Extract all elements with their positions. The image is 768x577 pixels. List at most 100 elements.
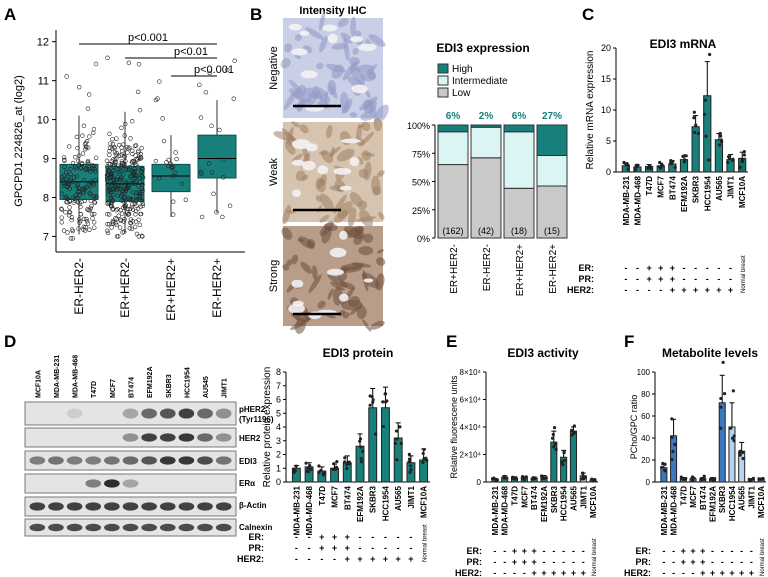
panel-f-status-sign: - <box>682 568 685 577</box>
data-point <box>211 191 216 197</box>
panel-letter-f: F <box>624 332 634 351</box>
lumen <box>327 33 338 44</box>
data-point <box>136 184 141 189</box>
panel-c-x-tick-label: MDA-MB-231 <box>622 175 631 225</box>
panel-c-status-sign: - <box>694 263 697 273</box>
data-point <box>135 206 141 211</box>
blot-band <box>215 456 232 465</box>
blot-band <box>141 502 157 511</box>
panel-e-status-label: PR: <box>467 557 483 567</box>
tissue-blob <box>286 259 292 267</box>
replicate-point <box>395 458 399 462</box>
panel-f-y-axis-label: PCho/GPC ratio <box>629 395 639 460</box>
panel-d-status-label: ER: <box>249 532 265 542</box>
tissue-blob <box>321 226 332 244</box>
panel-e-status-sign: + <box>512 546 517 556</box>
replicate-point <box>692 116 696 120</box>
panel-f-status-sign: + <box>681 557 686 567</box>
tissue-blob <box>363 233 374 243</box>
blot-band <box>159 456 176 465</box>
panel-c-status-sign: + <box>646 274 651 284</box>
replicate-point <box>395 437 399 441</box>
panel-d-status-label: HER2: <box>237 554 264 564</box>
replicate-point <box>731 389 735 393</box>
data-point <box>132 181 138 186</box>
tissue-blob <box>354 226 364 234</box>
data-point <box>119 159 125 164</box>
panel-f-status-sign: - <box>750 557 753 567</box>
data-point <box>173 170 178 176</box>
blot-band <box>122 456 139 465</box>
replicate-point <box>719 396 723 401</box>
data-point <box>86 161 91 166</box>
panel-e-status-sign: + <box>551 568 556 577</box>
panel-f-status-sign: - <box>730 546 733 556</box>
data-point <box>72 175 77 180</box>
data-point <box>67 179 73 185</box>
data-point <box>105 178 110 183</box>
panel-e-status-sign: - <box>503 546 506 556</box>
panel-e-status-sign: - <box>562 557 565 567</box>
blot-band <box>141 456 157 465</box>
points-group-2 <box>153 79 189 217</box>
panel-f-status-label: ER: <box>636 546 652 556</box>
replicate-point <box>381 400 385 404</box>
panel-e-y-tick-label: 8×10⁴ <box>460 368 482 377</box>
data-point <box>164 160 169 165</box>
data-point <box>107 145 113 151</box>
data-point <box>126 60 132 66</box>
data-point <box>62 181 67 187</box>
data-point <box>110 136 115 142</box>
data-point <box>123 205 128 211</box>
data-point <box>119 125 124 130</box>
tissue-blob <box>363 99 374 111</box>
data-point <box>132 224 138 230</box>
blot-strip-4 <box>24 496 237 517</box>
replicate-point <box>408 464 413 468</box>
panel-c-status-sign: - <box>729 274 732 284</box>
panel-f-status-sign: - <box>662 557 665 567</box>
panel-c-status-sign: + <box>670 263 675 273</box>
blot-band <box>104 523 120 532</box>
blot-band <box>215 502 232 511</box>
data-point <box>76 158 81 164</box>
data-point <box>84 185 89 190</box>
data-point <box>114 234 120 239</box>
panel-f-status-sign: - <box>730 557 733 567</box>
replicate-point <box>581 474 585 478</box>
replicate-point <box>738 450 742 454</box>
replicate-point <box>649 166 653 171</box>
panel-d-status-sign: - <box>397 543 400 553</box>
panel-d-status-sign: - <box>409 543 412 553</box>
tissue-blob <box>282 263 290 271</box>
panel-d-status-sign: + <box>370 554 375 564</box>
replicate-point <box>671 159 675 164</box>
panel-e-x-tick-label: EFM192A <box>540 486 549 522</box>
tissue-blob <box>331 43 347 50</box>
data-point <box>62 164 67 170</box>
data-point <box>160 116 165 121</box>
data-point <box>92 168 98 174</box>
data-point <box>166 157 171 163</box>
panel-d-status-sign: - <box>295 554 298 564</box>
data-point <box>125 212 131 217</box>
data-point <box>173 150 178 155</box>
panel-c-x-tick-label: MCF7 <box>657 175 666 197</box>
data-point <box>129 181 134 186</box>
replicate-point <box>741 450 745 455</box>
panel-f-status-sign: - <box>672 568 675 577</box>
replicate-point <box>702 474 706 478</box>
data-point <box>116 153 121 159</box>
data-point <box>77 193 82 198</box>
data-point <box>135 89 141 95</box>
panel-c-status-sign: + <box>681 285 686 295</box>
replicate-point <box>691 479 695 483</box>
data-point <box>134 231 140 237</box>
blot-band <box>122 408 139 419</box>
panel-c-status-sign: - <box>694 274 697 284</box>
panel-e-status-sign: - <box>513 568 516 577</box>
panel-c-title: EDI3 mRNA <box>650 37 717 51</box>
replicate-point <box>732 434 736 438</box>
panel-d-y-tick-label: 1 <box>276 463 281 473</box>
